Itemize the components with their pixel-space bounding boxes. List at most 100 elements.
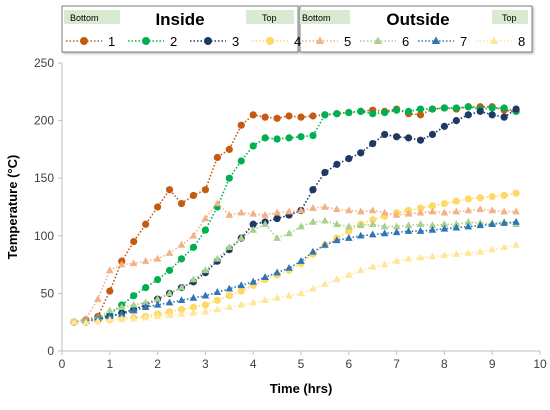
data-point: [189, 243, 198, 251]
data-point: [261, 210, 269, 218]
data-point: [142, 220, 150, 228]
data-point: [500, 219, 508, 226]
data-point: [440, 251, 449, 259]
series-line: [73, 108, 517, 324]
data-point: [357, 149, 365, 157]
x-tick-label: 1: [106, 357, 113, 371]
data-point: [70, 318, 78, 325]
data-point: [440, 122, 448, 130]
data-point: [261, 113, 269, 121]
data-point: [357, 107, 365, 115]
legend-entry-5: 5: [302, 34, 351, 49]
data-point: [117, 310, 126, 317]
legend-swatch-marker: [373, 36, 383, 45]
data-point: [285, 291, 293, 299]
data-point: [392, 222, 401, 230]
legend-label: 4: [294, 34, 301, 49]
data-point: [488, 206, 496, 214]
data-point: [153, 300, 162, 308]
data-point: [416, 220, 425, 228]
legend-label: 7: [460, 34, 467, 49]
data-point: [333, 160, 341, 168]
legend-label: 1: [108, 34, 115, 49]
data-point: [106, 312, 114, 320]
data-point: [488, 111, 496, 119]
data-point: [452, 104, 460, 112]
data-point: [237, 234, 246, 241]
data-point: [404, 221, 413, 229]
data-point: [189, 275, 198, 283]
data-point: [225, 145, 233, 153]
data-point: [392, 210, 401, 218]
data-point: [500, 243, 508, 251]
legend-swatch-marker: [142, 37, 150, 45]
data-point: [440, 224, 449, 232]
data-point: [261, 273, 269, 281]
data-point: [94, 295, 102, 302]
data-point: [345, 270, 353, 278]
series-line: [73, 244, 517, 324]
data-point: [368, 206, 377, 214]
data-point: [309, 284, 317, 292]
data-point: [225, 243, 234, 251]
data-point: [321, 280, 329, 287]
data-point: [393, 106, 401, 114]
x-tick-label: 6: [345, 357, 352, 371]
legend-label: 5: [344, 34, 351, 49]
legend-swatch-marker: [431, 36, 441, 45]
data-point: [309, 217, 317, 225]
data-point: [476, 194, 484, 202]
y-tick-label: 150: [34, 171, 54, 185]
y-tick-label: 200: [34, 114, 54, 128]
data-point: [428, 221, 437, 229]
data-point: [225, 174, 233, 182]
data-point: [500, 207, 508, 215]
series-3: [70, 105, 520, 326]
legend-entry-2: 2: [128, 34, 177, 49]
data-point: [464, 248, 473, 256]
y-ticks: 0 50 100 150 200 250: [34, 56, 62, 358]
data-point: [380, 222, 389, 230]
data-point: [512, 189, 520, 197]
data-point: [321, 111, 329, 119]
data-point: [452, 117, 460, 125]
series-7: [70, 217, 520, 325]
data-point: [369, 140, 377, 148]
data-point: [130, 292, 138, 300]
legend-swatch-marker: [489, 36, 499, 45]
series-2: [70, 103, 520, 326]
data-point: [297, 222, 305, 230]
data-point: [249, 142, 257, 150]
series-8: [70, 240, 520, 325]
legend: Bottom Inside Top Bottom Outside Top 1 2 3…: [61, 5, 533, 53]
data-point: [141, 303, 150, 310]
legend-swatch-marker: [315, 36, 325, 45]
data-point: [177, 305, 186, 314]
legend-tag-inside-bottom-bg: [64, 10, 120, 24]
series-line: [73, 105, 517, 324]
series-line: [73, 220, 517, 323]
data-point: [464, 222, 473, 230]
data-point: [273, 135, 281, 143]
data-point: [129, 259, 138, 267]
data-point: [428, 105, 437, 113]
data-point: [476, 221, 485, 229]
data-point: [309, 186, 317, 194]
y-axis-label: Temperature (°C): [5, 155, 20, 260]
legend-label: 8: [518, 34, 525, 49]
data-point: [500, 113, 508, 121]
data-point: [273, 214, 281, 223]
data-point: [261, 134, 269, 142]
data-point: [369, 110, 377, 118]
legend-tag-outside-top: Top: [502, 13, 517, 23]
data-point: [380, 208, 389, 216]
data-point: [476, 107, 484, 115]
data-point: [345, 155, 353, 163]
data-point: [416, 136, 425, 144]
data-point: [213, 288, 222, 295]
data-point: [356, 231, 365, 239]
data-point: [225, 292, 233, 300]
data-point: [261, 220, 269, 228]
data-point: [117, 303, 126, 310]
